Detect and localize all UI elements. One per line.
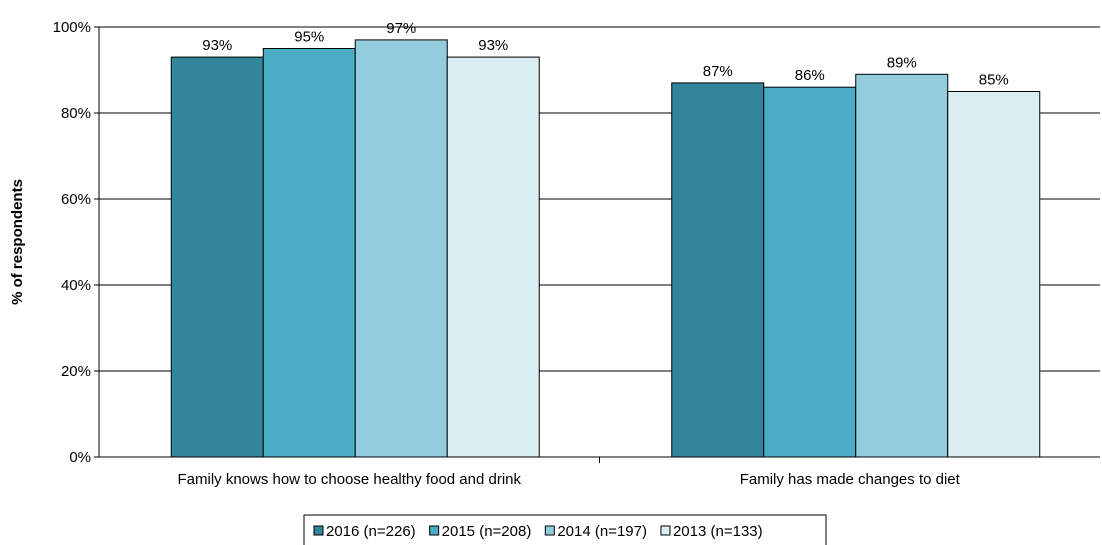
legend-box	[303, 514, 827, 545]
data-labels: 93% 95% 97% 93% 87% 86% 89% 85%	[202, 20, 1009, 89]
legend-entry: 2014 (n=197)	[557, 523, 647, 540]
bar	[262, 48, 356, 458]
legend-swatch	[313, 525, 324, 536]
y-axis-label: % of respondents	[9, 179, 26, 305]
data-label: 87%	[703, 63, 733, 80]
data-label: 95%	[294, 29, 324, 46]
bar	[354, 39, 448, 458]
y-tick-label: 80%	[61, 105, 91, 122]
y-tick-label: 40%	[61, 277, 91, 294]
legend-entry: 2013 (n=133)	[673, 523, 763, 540]
y-axis-ticks: 0% 20% 40% 60% 80% 100%	[53, 19, 99, 466]
bars	[170, 39, 1041, 458]
legend: 2016 (n=226) 2015 (n=208) 2014 (n=197) 2013…	[303, 514, 827, 545]
x-tick-label: Family knows how to choose healthy food …	[177, 471, 521, 488]
legend-swatch	[429, 525, 440, 536]
y-tick-label: 60%	[61, 191, 91, 208]
data-label: 86%	[795, 67, 825, 84]
y-tick-label: 20%	[61, 363, 91, 380]
data-label: 93%	[478, 37, 508, 54]
data-label: 85%	[979, 72, 1009, 89]
data-label: 89%	[887, 54, 917, 71]
data-label: 93%	[202, 37, 232, 54]
bar	[947, 91, 1041, 458]
x-tick-label: Family has made changes to diet	[740, 471, 961, 488]
x-axis: Family knows how to choose healthy food …	[98, 27, 1100, 488]
bar	[763, 86, 857, 458]
bar	[170, 56, 264, 458]
legend-entry: 2015 (n=208)	[442, 523, 532, 540]
y-tick-label: 0%	[69, 449, 91, 466]
legend-entry: 2016 (n=226)	[326, 523, 416, 540]
bar	[446, 56, 540, 458]
bar	[855, 73, 949, 458]
bar	[671, 82, 765, 458]
legend-swatch	[544, 525, 555, 536]
y-tick-label: 100%	[53, 19, 91, 36]
legend-swatch	[660, 525, 671, 536]
data-label: 97%	[386, 20, 416, 37]
